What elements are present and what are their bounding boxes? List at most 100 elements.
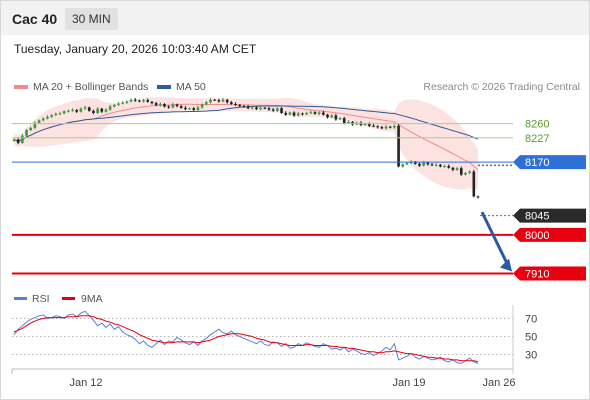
candle-body — [125, 101, 129, 103]
candle — [267, 106, 271, 111]
level-tag-label: 8045 — [525, 211, 549, 223]
candle-body — [196, 107, 200, 110]
candle — [179, 104, 183, 109]
candle — [322, 110, 325, 116]
candle — [301, 112, 304, 116]
candle — [443, 164, 446, 168]
candle-body — [434, 164, 438, 166]
candle-body — [401, 164, 405, 167]
candle-body — [29, 127, 33, 131]
level-lines: 8260 8227 8170 8045 8000 7910 — [12, 119, 586, 281]
candle-body — [476, 196, 480, 198]
candle-body — [259, 107, 262, 110]
candle — [125, 100, 129, 104]
candle — [259, 106, 262, 111]
candle-body — [171, 104, 175, 108]
candle-body — [418, 163, 421, 166]
candle-body — [129, 99, 133, 102]
candle — [100, 107, 104, 113]
candle — [50, 114, 53, 119]
candle-body — [334, 115, 338, 120]
level-tag-label: 8260 — [525, 119, 549, 131]
candle — [255, 106, 258, 110]
candle-body — [292, 112, 296, 116]
candle-body — [46, 116, 49, 119]
rsi-legend-label: RSI — [32, 293, 50, 305]
level-tag-8000: 8000 — [513, 227, 586, 242]
candle-body — [363, 123, 367, 125]
candle-body — [322, 112, 325, 115]
candle — [455, 166, 459, 171]
candle — [196, 105, 200, 111]
candle — [29, 126, 33, 131]
candle-body — [284, 112, 288, 115]
level-tag-label: 8000 — [525, 230, 549, 242]
candle-body — [330, 115, 333, 118]
candle-body — [213, 99, 216, 101]
candle — [238, 103, 242, 107]
candle — [476, 195, 480, 199]
candle — [305, 111, 308, 116]
rsi-plot-area: 70 50 30 — [12, 310, 537, 365]
candle-body — [150, 101, 154, 104]
candle — [192, 106, 196, 112]
x-tick-label: Jan 12 — [69, 377, 102, 389]
candle — [225, 98, 229, 104]
candle-body — [108, 106, 112, 110]
candle-body — [305, 112, 308, 115]
candle — [221, 98, 225, 103]
candle — [209, 98, 212, 104]
candle-body — [313, 112, 317, 114]
candle — [234, 102, 237, 107]
candle-body — [54, 113, 58, 116]
candle-body — [209, 99, 212, 103]
candle — [16, 138, 20, 145]
candle — [376, 125, 379, 129]
candle — [397, 124, 400, 168]
candle-body — [372, 125, 375, 127]
level-tag-8170: 8170 — [513, 155, 586, 170]
candle-body — [347, 121, 350, 124]
candle-body — [159, 103, 162, 106]
candle — [142, 98, 145, 103]
candle-body — [464, 172, 467, 175]
candle — [317, 111, 321, 116]
legend-ma50: MA 50 — [157, 81, 206, 93]
candle — [276, 107, 279, 113]
candle — [439, 163, 442, 168]
candle-body — [50, 115, 53, 117]
candle-body — [138, 100, 141, 102]
candle — [188, 107, 191, 110]
candle-body — [79, 108, 83, 112]
candle — [280, 106, 283, 114]
candle — [372, 124, 375, 128]
candle-body — [250, 107, 254, 109]
candle-body — [326, 114, 329, 118]
candle-body — [280, 108, 283, 113]
candle — [326, 113, 329, 119]
candle-body — [179, 106, 183, 108]
candle-body — [175, 104, 179, 107]
candle-body — [426, 162, 430, 165]
candle — [313, 111, 317, 115]
candle — [67, 109, 70, 113]
candle — [92, 109, 95, 115]
x-tick-label: Jan 19 — [392, 377, 425, 389]
candle-body — [41, 118, 45, 121]
candle — [246, 104, 250, 110]
candle-body — [413, 161, 417, 164]
candle — [62, 110, 66, 115]
candle — [230, 100, 233, 105]
ma50-line — [13, 105, 479, 142]
candle-body — [234, 103, 237, 105]
rsi-tick-70: 70 — [525, 314, 537, 326]
candle — [71, 108, 74, 112]
candle — [121, 100, 124, 105]
interval-button[interactable]: 30 MIN — [65, 8, 118, 30]
bollinger-band — [14, 97, 478, 190]
candle-body — [58, 113, 62, 115]
candle-body — [184, 107, 187, 110]
candle-body — [217, 100, 221, 102]
candle — [12, 138, 16, 142]
candle — [292, 111, 296, 117]
